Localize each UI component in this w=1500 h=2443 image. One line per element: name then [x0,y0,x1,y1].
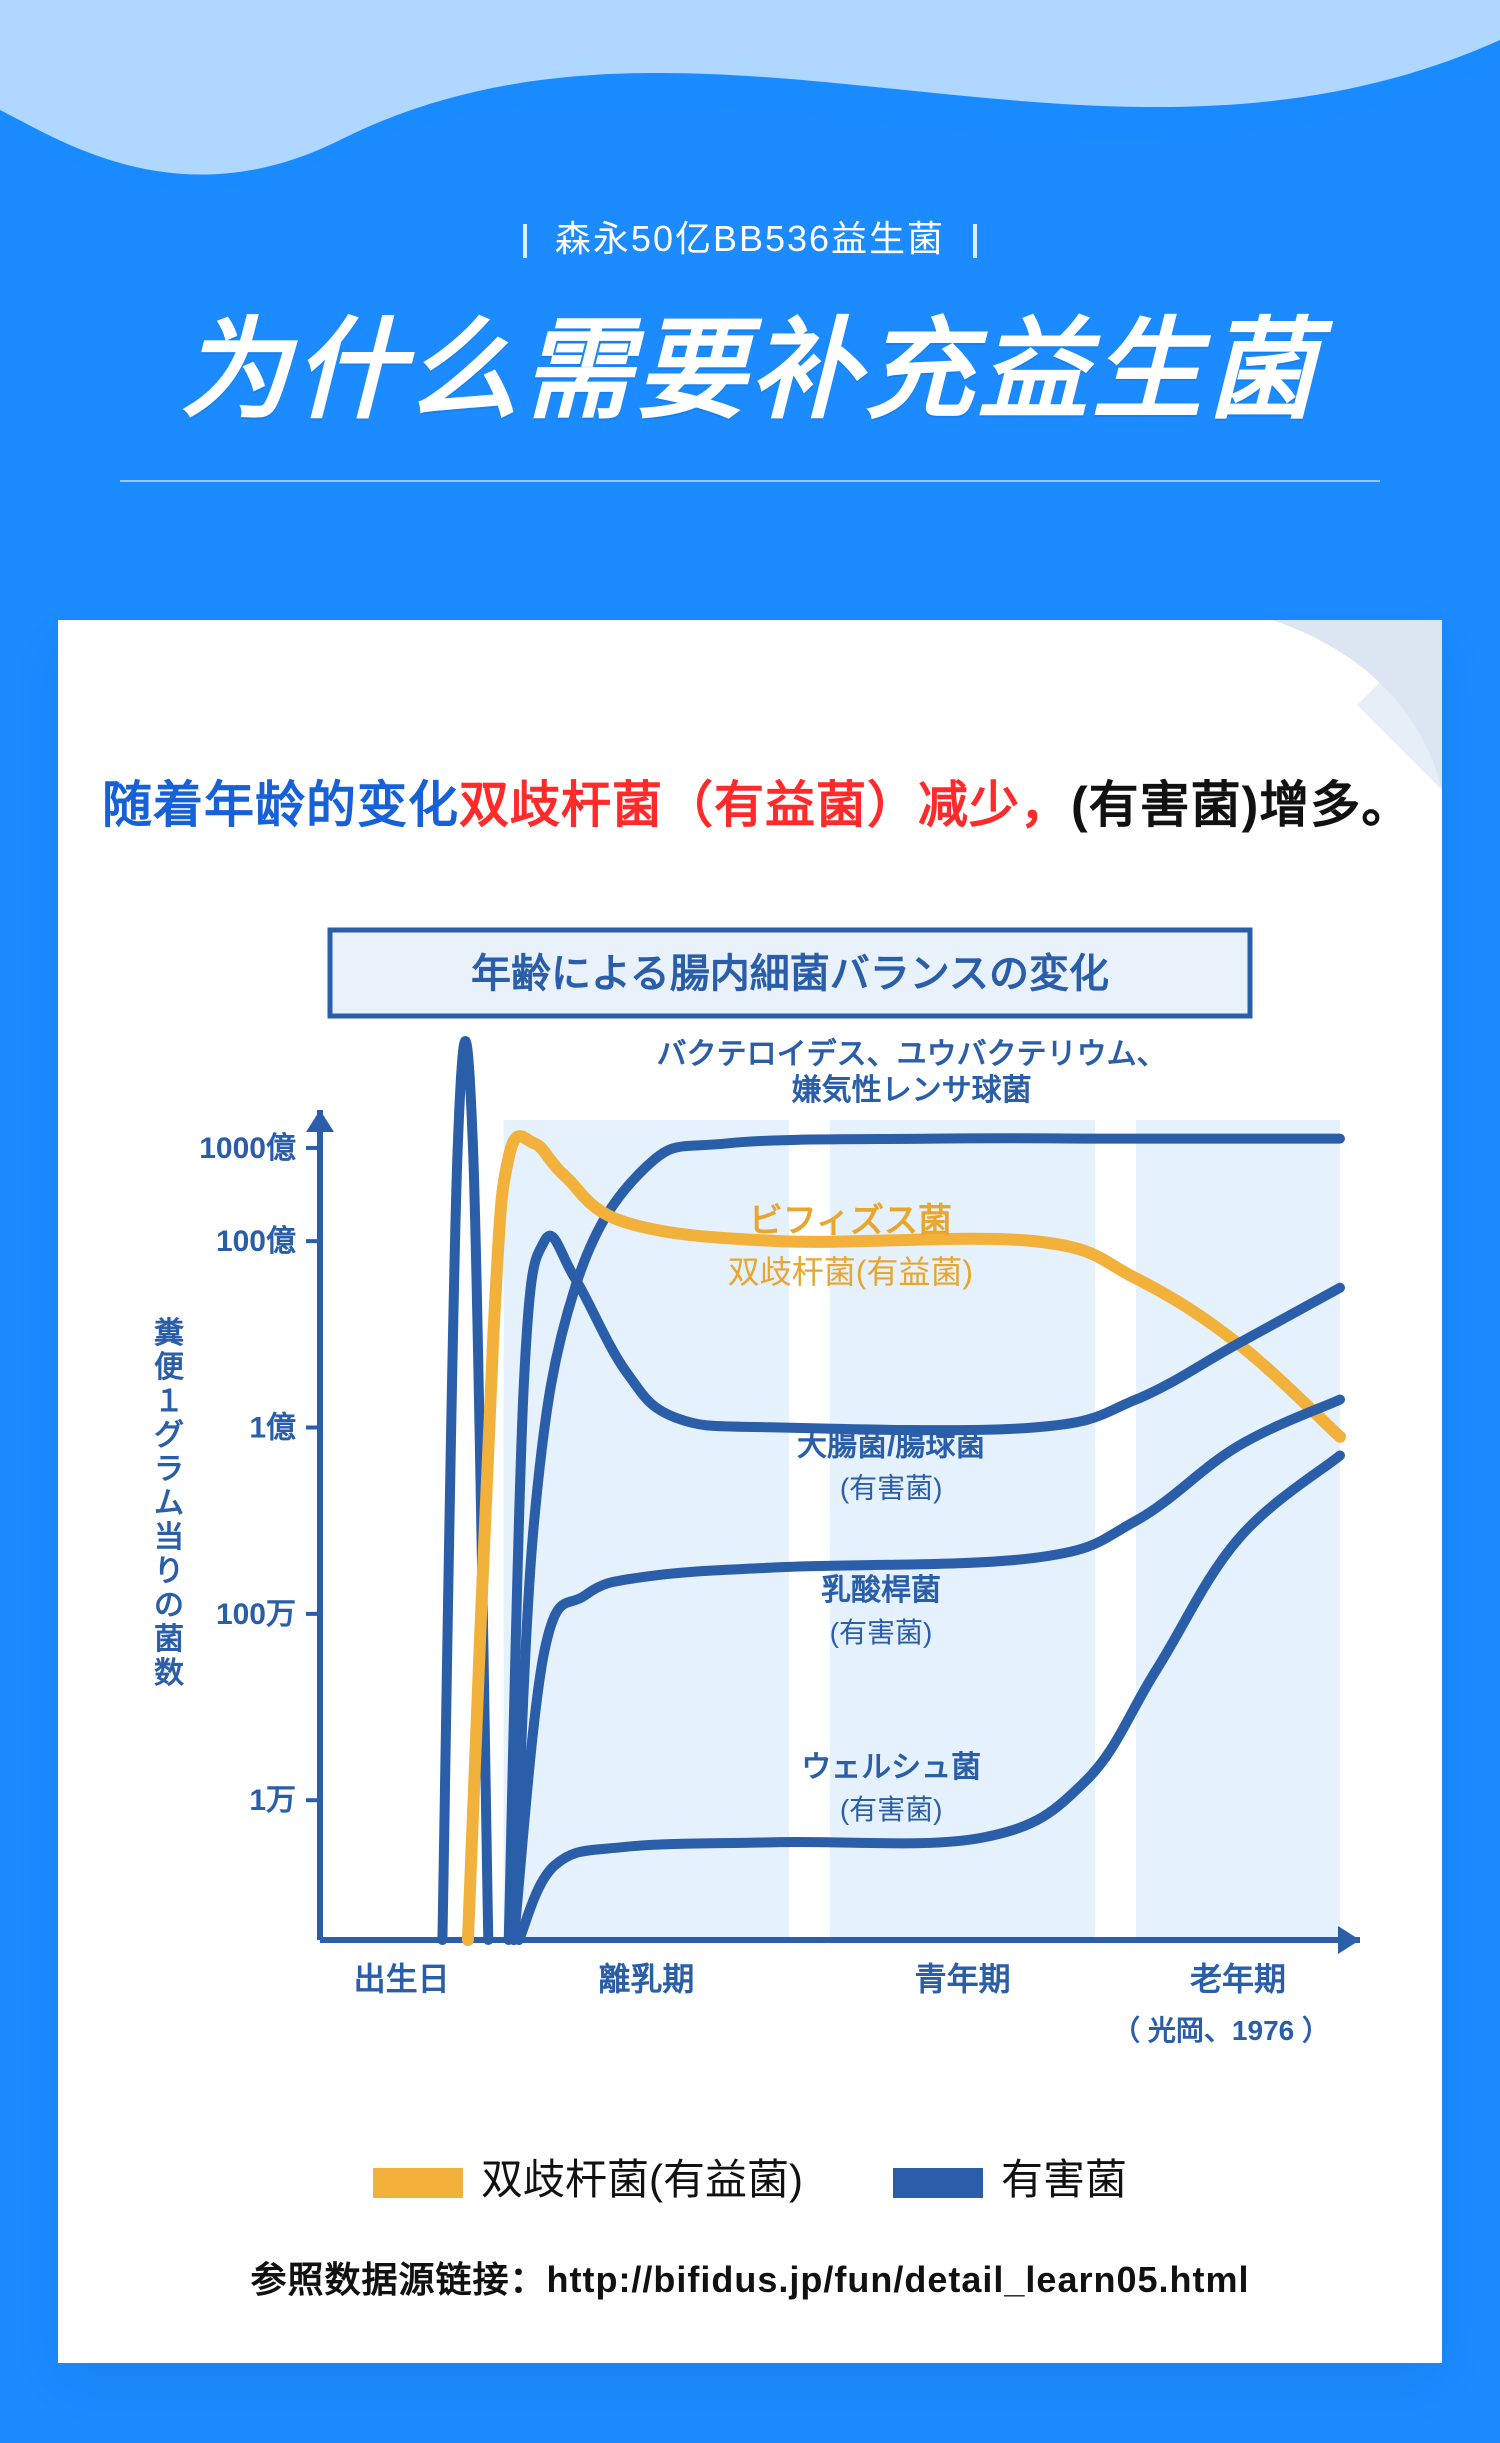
svg-text:出生日: 出生日 [354,1961,450,1997]
svg-text:1万: 1万 [249,1784,296,1817]
svg-text:大腸菌/腸球菌: 大腸菌/腸球菌 [797,1429,985,1462]
svg-text:り: り [154,1555,184,1588]
headline-seg-3: (有害菌)增多。 [1071,777,1412,833]
legend-label: 双歧杆菌(有益菌) [481,2156,803,2203]
svg-text:離乳期: 離乳期 [598,1961,694,1997]
age-bacteria-chart: 年齢による腸内細菌バランスの変化 1万 100万 1億 100億 1000億糞便１グラム当… [120,920,1380,2120]
hero-divider [120,480,1380,482]
hero-tagline: 森永50亿BB536益生菌 [0,0,1500,262]
source-prefix: 参照数据源链接： [250,2259,546,2300]
legend-item-bifidus: 双歧杆菌(有益菌) [373,2146,803,2207]
svg-text:糞: 糞 [154,1317,185,1350]
svg-text:ム: ム [154,1487,184,1520]
svg-text:乳酸桿菌: 乳酸桿菌 [821,1574,941,1607]
hero-title: 为什么需要补充益生菌 [0,280,1500,440]
svg-text:グ: グ [154,1419,184,1452]
svg-text:（ 光岡、1976 ）: （ 光岡、1976 ） [1112,2014,1330,2046]
legend-swatch-bifidus [373,2168,463,2198]
svg-text:双歧杆菌(有益菌): 双歧杆菌(有益菌) [728,1254,973,1290]
svg-text:ビフィズス菌: ビフィズス菌 [749,1201,952,1240]
source-url: http://bifidus.jp/fun/detail_learn05.htm… [546,2259,1249,2300]
svg-text:(有害菌): (有害菌) [840,1794,943,1825]
chart-legend: 双歧杆菌(有益菌) 有害菌 [58,2146,1442,2207]
svg-text:バクテロイデス、ユウバクテリウム、: バクテロイデス、ユウバクテリウム、 [657,1037,1167,1071]
content-card: 随着年龄的变化双歧杆菌（有益菌）减少，(有害菌)增多。 年齢による腸内細菌バラン… [58,620,1442,2363]
svg-text:老年期: 老年期 [1190,1961,1286,1997]
svg-text:年齢による腸内細菌バランスの変化: 年齢による腸内細菌バランスの変化 [471,951,1109,996]
card-container: 随着年龄的变化双歧杆菌（有益菌）减少，(有害菌)增多。 年齢による腸内細菌バラン… [0,620,1500,2443]
svg-text:便: 便 [154,1351,185,1384]
svg-text:数: 数 [154,1657,185,1690]
headline-seg-1: 随着年龄的变化 [102,777,459,833]
headline: 随着年龄的变化双歧杆菌（有益菌）减少，(有害菌)增多。 [58,620,1442,840]
svg-text:(有害菌): (有害菌) [840,1472,943,1503]
svg-text:ウェルシュ菌: ウェルシュ菌 [801,1751,981,1784]
legend-item-harmful: 有害菌 [893,2146,1127,2207]
svg-text:青年期: 青年期 [915,1961,1011,1997]
svg-text:菌: 菌 [154,1623,184,1656]
legend-label: 有害菌 [1001,2156,1127,2203]
svg-text:１: １ [154,1385,184,1418]
svg-text:の: の [154,1589,184,1622]
hero-banner: 森永50亿BB536益生菌 为什么需要补充益生菌 [0,0,1500,620]
svg-text:100億: 100億 [216,1225,296,1258]
source-citation: 参照数据源链接：http://bifidus.jp/fun/detail_lea… [58,2251,1442,2303]
svg-text:1億: 1億 [249,1412,296,1445]
svg-text:(有害菌): (有害菌) [830,1617,933,1648]
headline-seg-2: 双歧杆菌（有益菌）减少， [459,777,1071,833]
svg-text:100万: 100万 [216,1598,296,1631]
chart-svg: 年齢による腸内細菌バランスの変化 1万 100万 1億 100億 1000億糞便１グラム当… [120,920,1380,2120]
svg-text:嫌気性レンサ球菌: 嫌気性レンサ球菌 [792,1074,1032,1107]
svg-text:1000億: 1000億 [199,1132,296,1165]
svg-text:ラ: ラ [154,1453,184,1486]
svg-text:当: 当 [154,1521,184,1554]
legend-swatch-harmful [893,2168,983,2198]
